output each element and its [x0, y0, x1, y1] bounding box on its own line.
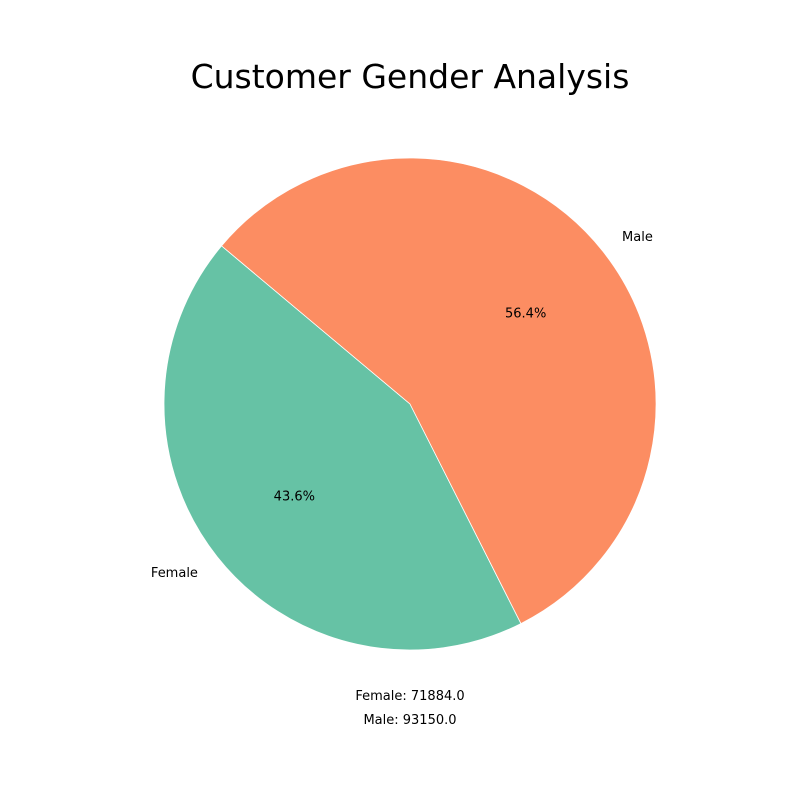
- pie-slices: [163, 157, 657, 651]
- percent-label-male: 56.4%: [505, 306, 546, 321]
- slice-label-male: Male: [622, 230, 653, 245]
- chart-title: Customer Gender Analysis: [191, 57, 630, 96]
- footnote-female: Female: 71884.0: [355, 689, 464, 704]
- pie-slice-female: [163, 245, 522, 651]
- pie-slice-male: [220, 157, 657, 625]
- footnote-male: Male: 93150.0: [363, 713, 456, 728]
- pie-labels: Female 43.6% Male 56.4%: [151, 230, 653, 581]
- slice-label-female: Female: [151, 566, 198, 581]
- percent-label-female: 43.6%: [274, 490, 315, 505]
